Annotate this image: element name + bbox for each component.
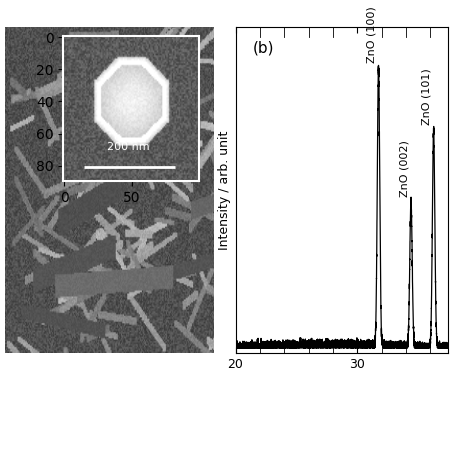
Text: ZnO (101): ZnO (101): [422, 68, 432, 125]
Text: ZnO (002): ZnO (002): [399, 140, 409, 197]
Text: 200 nm: 200 nm: [107, 142, 150, 152]
Text: ZnO (100): ZnO (100): [366, 7, 377, 63]
Y-axis label: Intensity / arb. unit: Intensity / arb. unit: [218, 130, 231, 250]
Text: (b): (b): [253, 40, 274, 55]
